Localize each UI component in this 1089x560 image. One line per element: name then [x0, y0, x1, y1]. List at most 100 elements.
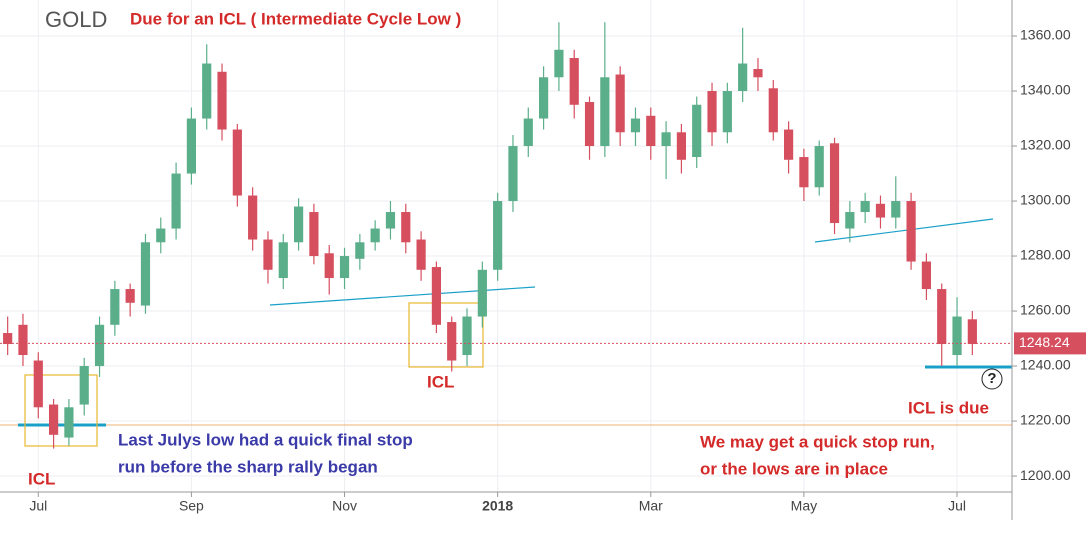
- y-tick-label: 1360.00: [1020, 27, 1071, 43]
- candle-body: [33, 360, 43, 408]
- y-tick-label: 1340.00: [1020, 82, 1071, 98]
- candle-body: [493, 201, 503, 270]
- candle-body: [784, 129, 794, 160]
- candle-body: [355, 242, 365, 259]
- candle-body: [875, 203, 886, 218]
- candle-body: [202, 63, 212, 119]
- candle-body: [937, 289, 947, 345]
- candle-body: [447, 322, 457, 361]
- x-tick-label: Nov: [332, 498, 357, 514]
- candle-body: [814, 146, 824, 188]
- x-tick-label: Jul: [948, 498, 966, 514]
- annotation: Last Julys low had a quick final stop: [118, 430, 413, 449]
- candle-body: [370, 228, 380, 243]
- candle-body: [477, 269, 487, 317]
- y-tick-label: 1200.00: [1020, 467, 1071, 483]
- candle-body: [707, 91, 717, 133]
- candle-body: [416, 239, 426, 270]
- candle-body: [324, 253, 334, 279]
- candle-body: [401, 212, 411, 243]
- candle-body: [156, 228, 166, 243]
- candle-body: [125, 289, 135, 303]
- candle-body: [646, 115, 656, 147]
- annotation: ICL: [28, 469, 55, 488]
- candle-body: [523, 118, 533, 147]
- y-tick-label: 1280.00: [1020, 247, 1071, 263]
- x-tick-label: Mar: [639, 498, 663, 514]
- y-tick-label: 1300.00: [1020, 192, 1071, 208]
- candle-body: [676, 132, 686, 160]
- trend-line: [269, 286, 536, 306]
- candle-body: [569, 58, 579, 105]
- candle-body: [339, 256, 350, 279]
- candles: [3, 22, 977, 449]
- last-price-label: 1248.24: [1019, 334, 1070, 350]
- candle-body: [431, 267, 441, 325]
- candle-body: [692, 104, 702, 158]
- candle-body: [140, 242, 151, 306]
- candle-body: [738, 63, 748, 92]
- candle-body: [248, 195, 258, 240]
- y-tick-label: 1320.00: [1020, 137, 1071, 153]
- candle-body: [110, 289, 120, 325]
- candle-body: [186, 118, 196, 174]
- highlight-box: [24, 374, 98, 447]
- chart-subtitle: Due for an ICL ( Intermediate Cycle Low …: [130, 9, 461, 28]
- x-tick-label: 2018: [482, 498, 513, 514]
- grid: [0, 0, 1012, 492]
- candle-body: [3, 333, 13, 345]
- annotation: ICL: [427, 372, 454, 391]
- candle-body: [768, 88, 778, 133]
- candle-body: [906, 201, 916, 262]
- annotation: ICL is due: [908, 398, 989, 417]
- candle-body: [539, 77, 549, 119]
- candle-body: [722, 91, 732, 133]
- candle-body: [232, 129, 242, 196]
- y-tick-label: 1260.00: [1020, 302, 1071, 318]
- candle-body: [615, 74, 625, 133]
- x-tick-label: Sep: [179, 498, 204, 514]
- candle-body: [64, 407, 74, 438]
- candle-body: [845, 212, 855, 229]
- candle-body: [600, 77, 610, 147]
- candle-body: [309, 212, 319, 257]
- candle-body: [554, 49, 564, 78]
- candle-body: [860, 201, 870, 213]
- annotation: run before the sharp rally began: [118, 457, 378, 476]
- candle-body: [952, 316, 962, 356]
- candle-body: [891, 201, 901, 218]
- candle-body: [661, 132, 671, 147]
- candle-body: [462, 316, 472, 356]
- annotation: ?: [987, 370, 996, 387]
- candle-body: [753, 69, 763, 78]
- annotation: or the lows are in place: [700, 459, 888, 478]
- candle-body: [18, 324, 28, 356]
- candle-body: [217, 71, 227, 130]
- trend-line: [814, 218, 994, 243]
- x-tick-label: May: [791, 498, 817, 514]
- candle-body: [385, 212, 396, 229]
- candle-body: [921, 261, 931, 290]
- candle-body: [799, 157, 809, 188]
- candle-body: [79, 366, 89, 405]
- chart-title: GOLD: [45, 7, 107, 32]
- candle-body: [94, 324, 105, 367]
- last-price-box: [1014, 332, 1086, 355]
- candle-body: [263, 239, 273, 270]
- candle-body: [278, 242, 288, 279]
- y-tick-label: 1240.00: [1020, 357, 1071, 373]
- candle-body: [630, 118, 641, 133]
- highlight-box: [408, 302, 484, 368]
- y-tick-label: 1220.00: [1020, 412, 1071, 428]
- candle-body: [584, 102, 595, 147]
- question-circle: [981, 368, 1003, 390]
- candle-body: [49, 404, 59, 435]
- annotation: We may get a quick stop run,: [700, 432, 935, 451]
- candle-body: [294, 206, 304, 243]
- candle-body: [967, 319, 977, 345]
- candle-body: [829, 143, 840, 224]
- candle-body: [508, 146, 518, 202]
- x-tick-label: Jul: [29, 498, 47, 514]
- candle-body: [171, 173, 181, 229]
